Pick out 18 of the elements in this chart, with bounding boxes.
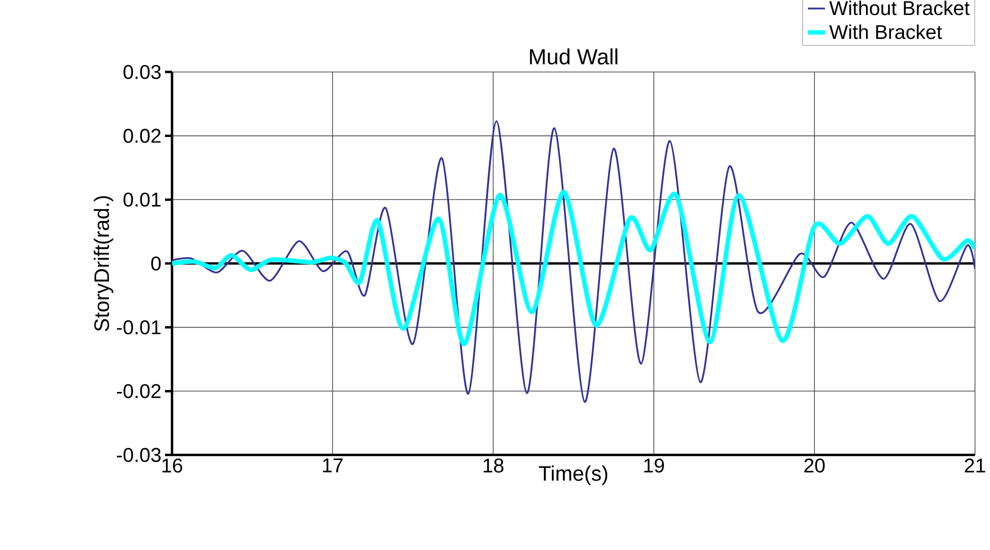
y-tick-label: 0.01	[124, 192, 161, 207]
x-axis-title: Time(s)	[538, 466, 608, 485]
x-tick-label: 21	[964, 458, 986, 472]
x-tick-label: 17	[323, 458, 343, 472]
y-tick-label: 0.02	[124, 128, 161, 143]
x-tick-label: 20	[804, 458, 825, 473]
y-tick-label: -0.03	[116, 448, 161, 462]
y-axis-title: StoryDrift(rad.)	[94, 196, 114, 332]
y-tick-label: -0.02	[116, 384, 161, 398]
x-tick-label: 19	[644, 458, 664, 473]
x-tick-label: 16	[162, 458, 182, 473]
chart-title: Mud Wall	[530, 48, 618, 64]
y-tick-label: -0.01	[116, 320, 161, 334]
y-tick-label: 0.03	[124, 64, 161, 80]
legend-label: With Bracket	[829, 24, 942, 40]
y-tick-label: 0	[151, 256, 161, 271]
x-tick-label: 18	[484, 458, 504, 473]
legend-label: Without Bracket	[829, 0, 970, 16]
